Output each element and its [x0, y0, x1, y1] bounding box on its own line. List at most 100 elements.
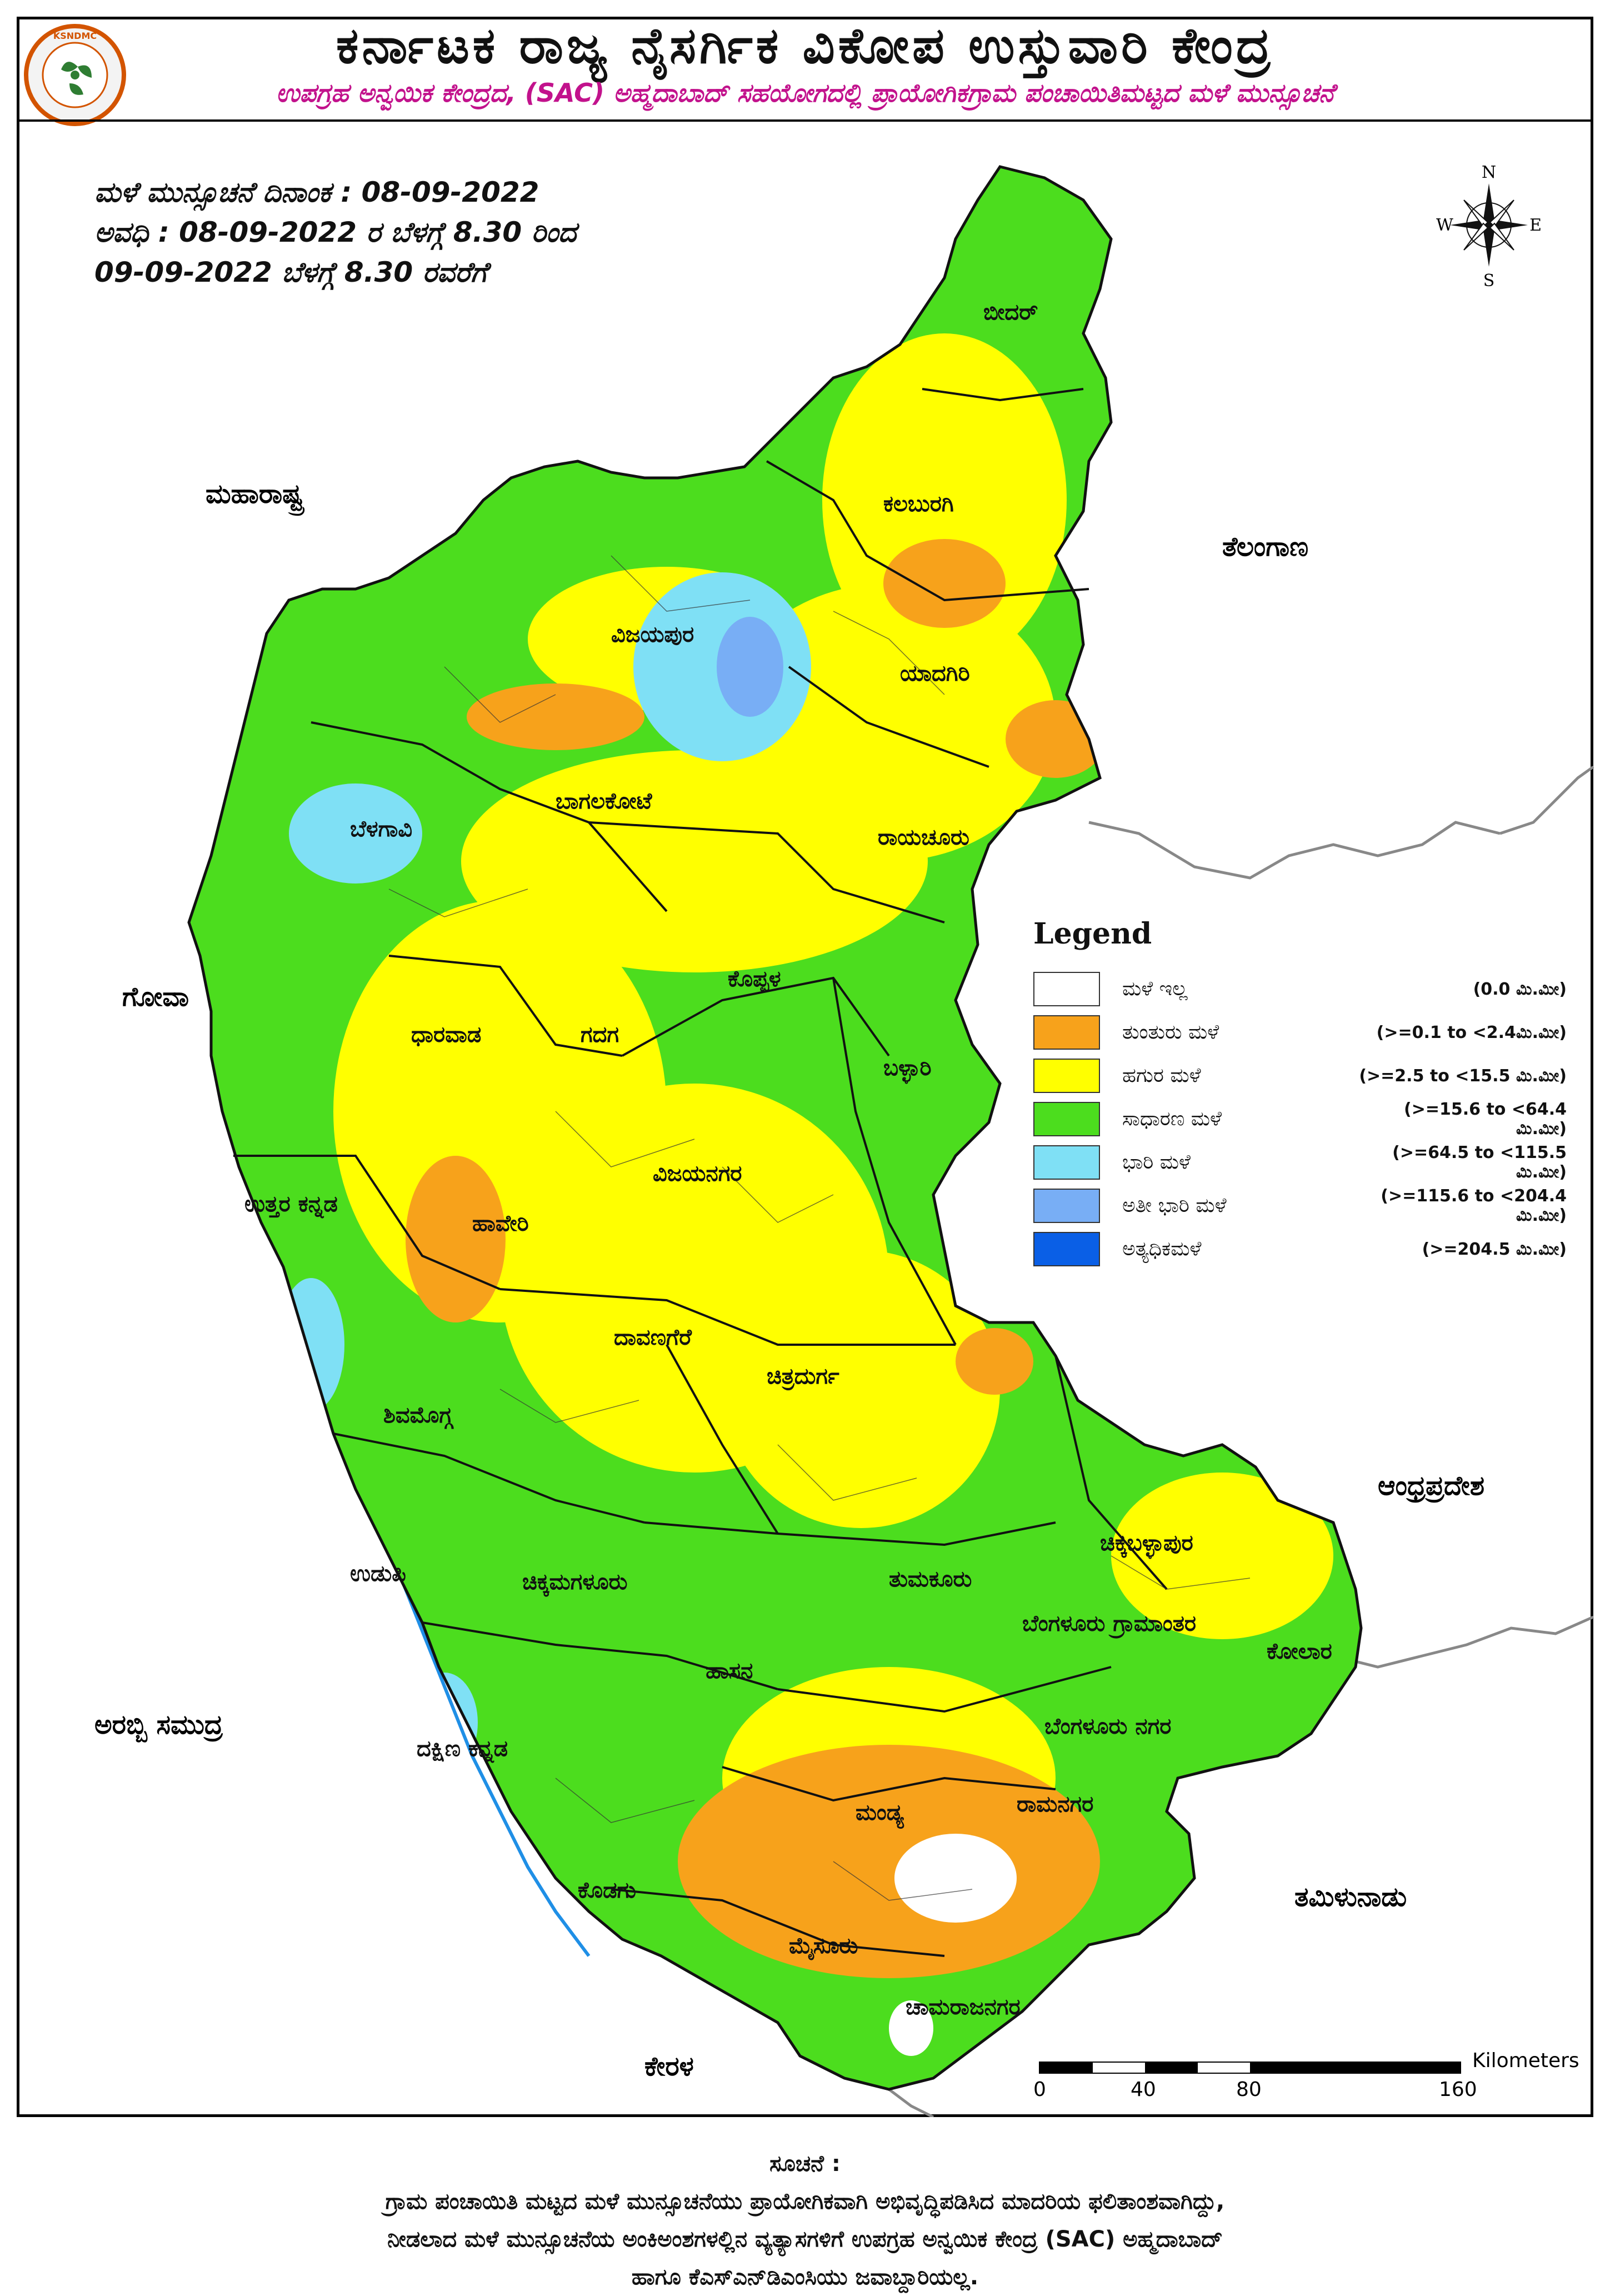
district-label: ಕೋಲಾರ	[1267, 1639, 1332, 1664]
legend-range: (>=2.5 to <15.5 ಮಿ.ಮೀ)	[1359, 1066, 1567, 1086]
legend-label: ಹಗುರ ಮಳೆ	[1122, 1064, 1201, 1087]
district-label: ಚಾಮರಾಜನಗರ	[906, 1994, 1021, 2020]
label-goa: ಗೋವಾ	[122, 981, 189, 1012]
legend-range: (>=204.5 ಮಿ.ಮೀ)	[1422, 1239, 1567, 1259]
footnote: ಸೂಚನೆ : ಗ್ರಾಮ ಪಂಚಾಯಿತಿ ಮಟ್ಟದ ಮಳೆ ಮುನ್ಸೂಚ…	[0, 2145, 1610, 2296]
district-label: ರಾಮನಗರ	[1017, 1791, 1093, 1817]
legend-item: ಸಾಧಾರಣ ಮಳೆ (>=15.6 to <64.4 ಮಿ.ಮೀ)	[1033, 1097, 1567, 1141]
rain-zone-drizzle	[956, 1328, 1033, 1395]
rain-zone-heavy	[278, 1278, 344, 1411]
district-label: ಬಾಗಲಕೋಟೆ	[556, 788, 653, 814]
ksndmc-logo: KSNDMC	[24, 24, 126, 126]
district-label: ಬಳ್ಳಾರಿ	[883, 1055, 932, 1084]
rain-zone-drizzle	[406, 1156, 506, 1322]
rain-zone-drizzle	[883, 539, 1006, 628]
scale-tick: 160	[1439, 2078, 1477, 2101]
district-label: ಬೆಂಗಳೂರು ನಗರ	[1044, 1714, 1171, 1739]
footnote-line: ನೀಡಲಾದ ಮಳೆ ಮುನ್ಸೂಚನೆಯ ಅಂಕಿಅಂಶಗಳಲ್ಲಿನ ವ್ಯ…	[387, 2227, 1223, 2252]
district-label: ಯಾದಗಿರಿ	[900, 661, 970, 686]
district-label: ಚಿಕ್ಕಬಳ್ಳಾಪುರ	[1100, 1530, 1193, 1559]
compass-n: N	[1482, 163, 1496, 182]
scale-bar: Kilometers 0 40 80 160	[1033, 2049, 1579, 2102]
compass-s: S	[1483, 271, 1495, 289]
label-arabian-sea: ಅರಬ್ಬಿ ಸಮುದ್ರ	[94, 1709, 223, 1742]
district-label: ತುಮಕೂರು	[889, 1566, 972, 1592]
legend-swatch	[1033, 1059, 1100, 1093]
district-label: ಕೊಪ್ಪಳ	[728, 966, 781, 992]
compass-rose-icon: N S E W	[1436, 163, 1542, 289]
legend-range: (>=15.6 to <64.4 ಮಿ.ಮೀ)	[1404, 1100, 1567, 1139]
legend-item: ಅತೀ ಭಾರಿ ಮಳೆ (>=115.6 to <204.4 ಮಿ.ಮೀ)	[1033, 1184, 1567, 1227]
label-andhra: ಆಂಧ್ರಪ್ರದೇಶ	[1378, 1470, 1484, 1503]
legend-swatch	[1033, 972, 1100, 1006]
legend-label: ಸಾಧಾರಣ ಮಳೆ	[1122, 1107, 1222, 1130]
district-label: ವಿಜಯಪುರ	[611, 622, 694, 647]
legend-item: ಮಳೆ ಇಲ್ಲ (0.0 ಮಿ.ಮೀ)	[1033, 967, 1567, 1011]
legend-swatch	[1033, 1102, 1100, 1136]
forecast-date: ಮಳೆ ಮುನ್ಸೂಚನೆ ದಿನಾಂಕ : 08-09-2022	[94, 176, 539, 208]
rain-zone-none	[894, 1834, 1017, 1923]
rain-zone-light	[1111, 1473, 1333, 1639]
legend-range: (0.0 ಮಿ.ಮೀ)	[1473, 979, 1567, 999]
district-boundaries	[233, 388, 1168, 1957]
district-label: ಬೀದರ್	[983, 300, 1038, 325]
legend-item: ಅತ್ಯಧಿಕಮಳೆ (>=204.5 ಮಿ.ಮೀ)	[1033, 1227, 1567, 1271]
district-label: ಉತ್ತರ ಕನ್ನಡ	[244, 1191, 338, 1219]
label-maharashtra: ಮಹಾರಾಷ್ಟ್ರ	[206, 478, 305, 516]
border-telangana-andhra	[1499, 765, 1594, 835]
district-label: ಶಿವಮೊಗ್ಗ	[383, 1402, 454, 1429]
rain-zone-drizzle	[678, 1745, 1100, 1978]
district-label: ಚಿತ್ರದುರ್ಗ	[767, 1364, 839, 1390]
label-kerala: ಕೇರಳ	[644, 2051, 694, 2082]
district-label: ಮಂಡ್ಯ	[856, 1800, 904, 1829]
rain-zone-light	[722, 1250, 1000, 1528]
legend: Legend ಮಳೆ ಇಲ್ಲ (0.0 ಮಿ.ಮೀ) ತುಂತುರು ಮಳೆ …	[1033, 917, 1567, 1271]
district-label: ಬೆಂಗಳೂರು ಗ್ರಾಮಾಂತರ	[1022, 1611, 1196, 1639]
district-label: ಹಾಸನ	[706, 1658, 753, 1684]
border-tamilnadu	[1333, 1615, 1594, 1669]
scale-unit: Kilometers	[1472, 2049, 1579, 2072]
district-label: ಉಡುಪಿ	[350, 1561, 406, 1586]
legend-swatch	[1033, 1189, 1100, 1223]
scale-tick: 80	[1236, 2078, 1262, 2101]
district-label: ಚಿಕ್ಕಮಗಳೂರು	[522, 1569, 627, 1597]
legend-swatch	[1033, 1145, 1100, 1180]
state-boundary	[187, 165, 1363, 2091]
district-label: ಹಾವೇರಿ	[472, 1211, 529, 1236]
legend-label: ಮಳೆ ಇಲ್ಲ	[1122, 977, 1188, 1000]
header-subtitle: ಉಪಗ್ರಹ ಅನ್ವಯಿಕ ಕೇಂದ್ರದ, (SAC) ಅಹ್ಮದಾಬಾದ್…	[276, 78, 1334, 108]
compass-w: W	[1436, 216, 1453, 235]
legend-label: ತುಂತುರು ಮಳೆ	[1122, 1021, 1219, 1044]
rain-zone-drizzle	[1006, 700, 1106, 778]
legend-range: (>=64.5 to <115.5 ಮಿ.ಮೀ)	[1392, 1143, 1567, 1182]
footnote-line: ಗ್ರಾಮ ಪಂಚಾಯಿತಿ ಮಟ್ಟದ ಮಳೆ ಮುನ್ಸೂಚನೆಯು ಪ್ರ…	[385, 2189, 1225, 2214]
scale-tick: 40	[1131, 2078, 1156, 2101]
district-label: ಧಾರವಾಡ	[411, 1022, 481, 1047]
district-label: ದಕ್ಷಿಣ ಕನ್ನಡ	[417, 1736, 508, 1763]
footnote-line: ಹಾಗೂ ಕೆಎಸ್‌ಎನ್‌ಡಿಎಂಸಿಯು ಜವಾಬ್ದಾರಿಯಲ್ಲ.	[631, 2264, 979, 2290]
legend-item: ಹಗುರ ಮಳೆ (>=2.5 to <15.5 ಮಿ.ಮೀ)	[1033, 1054, 1567, 1097]
district-label: ರಾಯಚೂರು	[878, 825, 969, 850]
scale-tick: 0	[1033, 2078, 1046, 2101]
district-label: ಕೊಡಗು	[578, 1878, 636, 1903]
header-title: ಕರ್ನಾಟಕ ರಾಜ್ಯ ನೈಸರ್ಗಿಕ ವಿಕೋಪ ಉಸ್ತುವಾರಿ ಕ…	[336, 17, 1274, 75]
border-kerala	[888, 2088, 934, 2117]
district-label: ವಿಜಯನಗರ	[653, 1161, 742, 1186]
legend-label: ಅತ್ಯಧಿಕಮಳೆ	[1122, 1237, 1202, 1260]
label-telangana: ತೆಲಂಗಾಣ	[1222, 531, 1308, 562]
district-label: ಗದಗ	[581, 1022, 619, 1047]
rain-zone-none	[889, 2000, 933, 2056]
header-rule	[17, 119, 1593, 122]
forecast-period-start: ಅವಧಿ : 08-09-2022 ರ ಬೆಳಗ್ಗೆ 8.30 ರಿಂದ	[94, 216, 577, 248]
taluk-boundaries	[388, 555, 1251, 1901]
rain-zone-heavy	[289, 783, 422, 884]
legend-range: (>=0.1 to <2.4ಮಿ.ಮೀ)	[1376, 1022, 1567, 1042]
label-tamilnadu: ತಮಿಳುನಾಡು	[1294, 1881, 1407, 1913]
district-label: ದಾವಣಗೆರೆ	[614, 1325, 692, 1350]
map-frame	[17, 17, 1593, 2117]
legend-label: ಅತೀ ಭಾರಿ ಮಳೆ	[1122, 1194, 1227, 1217]
border-andhra-north	[1088, 821, 1501, 880]
legend-item: ಭಾರಿ ಮಳೆ (>=64.5 to <115.5 ಮಿ.ಮೀ)	[1033, 1141, 1567, 1184]
rain-zone-drizzle	[467, 683, 644, 750]
legend-range: (>=115.6 to <204.4 ಮಿ.ಮೀ)	[1381, 1186, 1567, 1225]
